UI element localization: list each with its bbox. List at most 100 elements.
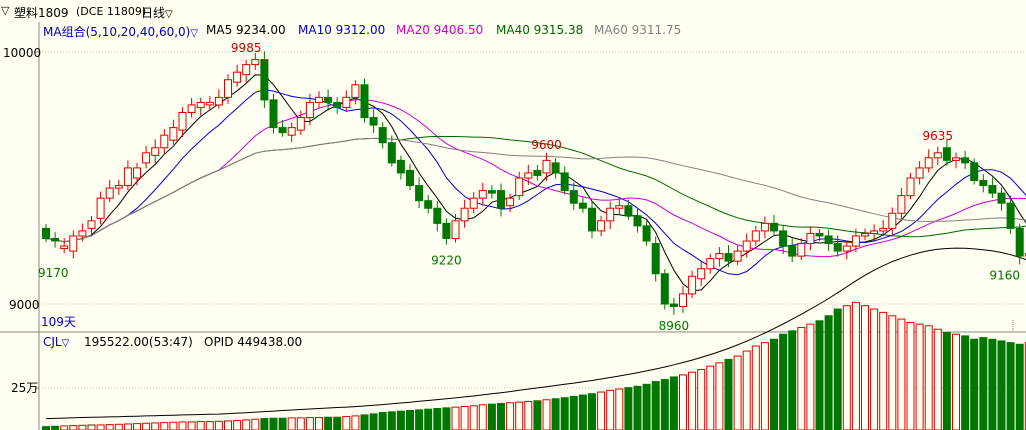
- volume-bar-107: [1015, 343, 1024, 430]
- candle-54: [533, 164, 542, 181]
- candle-body-down: [560, 172, 569, 192]
- candle-67: [651, 236, 660, 282]
- volume-bar-6: [96, 424, 105, 430]
- volume-bar-21: [233, 420, 242, 430]
- candle-83: [797, 238, 806, 261]
- volume-bar-87: [833, 308, 842, 430]
- ma-group-selector[interactable]: MA组合(5,10,20,40,60,0)▽: [43, 23, 198, 40]
- candle-body-up: [715, 253, 724, 260]
- volume-tick: 25万: [11, 381, 38, 395]
- ma40-label: MA40 9315.38: [496, 23, 584, 37]
- candle-body-up: [60, 245, 69, 250]
- volume-bar-16: [187, 421, 196, 430]
- period-selector[interactable]: 日线▽: [141, 4, 173, 21]
- candle-93: [888, 207, 897, 237]
- candle-body-up: [142, 152, 151, 164]
- candle-body-down: [961, 157, 970, 164]
- candle-body-down: [588, 207, 596, 232]
- candle-30: [315, 91, 323, 108]
- candle-body-up: [515, 177, 524, 197]
- candle-66: [642, 220, 651, 246]
- volume-bar-67: [651, 381, 660, 430]
- candle-body-up: [151, 147, 160, 156]
- volume-bar-64: [624, 387, 633, 430]
- annotation-9160: 9160: [989, 269, 1020, 283]
- candle-94: [897, 188, 906, 220]
- volume-bar-68: [660, 379, 669, 430]
- annotation-9635: 9635: [923, 129, 954, 143]
- volume-bar-101: [961, 335, 970, 430]
- candle-17: [196, 97, 205, 116]
- candle-42: [424, 194, 433, 214]
- volume-bar-38: [387, 411, 396, 430]
- candle-body-down: [979, 180, 988, 187]
- candle-body-down: [324, 96, 333, 103]
- candle-body-down: [533, 169, 542, 176]
- candle-body-up: [888, 212, 897, 229]
- bars-count: 109天: [41, 315, 76, 329]
- candle-95: [906, 172, 915, 200]
- candle-6: [96, 191, 105, 225]
- volume-bar-95: [906, 321, 915, 430]
- candle-body-up: [469, 197, 478, 209]
- candle-body-down: [815, 232, 824, 237]
- volume-bar-58: [569, 395, 578, 430]
- volume-bar-82: [788, 330, 797, 430]
- volume-bar-103: [979, 337, 988, 430]
- candle-body-down: [51, 237, 60, 242]
- candle-body-down: [360, 84, 369, 119]
- candle-16: [187, 97, 196, 118]
- candle-body-down: [578, 202, 587, 209]
- candle-31: [324, 89, 333, 111]
- indicator-selector[interactable]: CJL▽: [43, 335, 69, 349]
- candle-4: [78, 223, 87, 242]
- volume-bar-40: [406, 410, 414, 430]
- volume-bar-56: [551, 398, 560, 430]
- candle-47: [469, 192, 478, 214]
- volume-bar-0: [42, 426, 50, 430]
- candle-body-up: [597, 220, 606, 232]
- candle-body-up: [342, 96, 351, 108]
- candle-21: [233, 64, 242, 87]
- volume-bar-70: [679, 374, 687, 430]
- candle-105: [997, 187, 1006, 211]
- candle-13: [160, 129, 169, 155]
- volume-bar-57: [560, 397, 569, 430]
- candle-body-down: [442, 222, 451, 239]
- candle-body-up: [952, 157, 960, 161]
- candle-92: [879, 220, 888, 236]
- candle-69: [669, 297, 678, 315]
- candle-72: [697, 261, 706, 286]
- candle-77: [742, 233, 751, 258]
- collapse-icon[interactable]: ▽: [1, 4, 10, 17]
- volume-bar-46: [460, 405, 469, 430]
- candle-76: [733, 245, 742, 265]
- candle-89: [851, 228, 860, 253]
- candle-8: [114, 179, 123, 195]
- candle-body-up: [205, 101, 214, 106]
- volume-bar-48: [478, 404, 487, 430]
- volume-bar-25: [269, 417, 278, 430]
- candle-62: [606, 201, 615, 229]
- volume-bar-49: [487, 403, 496, 430]
- candle-body-down: [633, 215, 642, 227]
- candle-body-down: [42, 227, 50, 239]
- candle-82: [788, 238, 797, 263]
- volume-bar-53: [524, 400, 533, 430]
- candle-body-down: [669, 303, 678, 308]
- candle-body-up: [296, 117, 305, 131]
- candle-20: [224, 74, 232, 104]
- volume-bar-35: [360, 414, 369, 430]
- volume-bar-17: [196, 421, 205, 430]
- candle-body-up: [478, 190, 487, 199]
- volume-bar-47: [469, 405, 478, 430]
- volume-bar-31: [324, 416, 333, 430]
- candle-46: [460, 199, 469, 228]
- candle-body-up: [861, 232, 869, 237]
- candle-body-up: [178, 111, 187, 131]
- candle-body-up: [233, 71, 242, 83]
- y-tick-10000: 10000: [3, 46, 41, 60]
- candle-body-up: [933, 152, 942, 159]
- volume-bar-106: [1006, 342, 1015, 430]
